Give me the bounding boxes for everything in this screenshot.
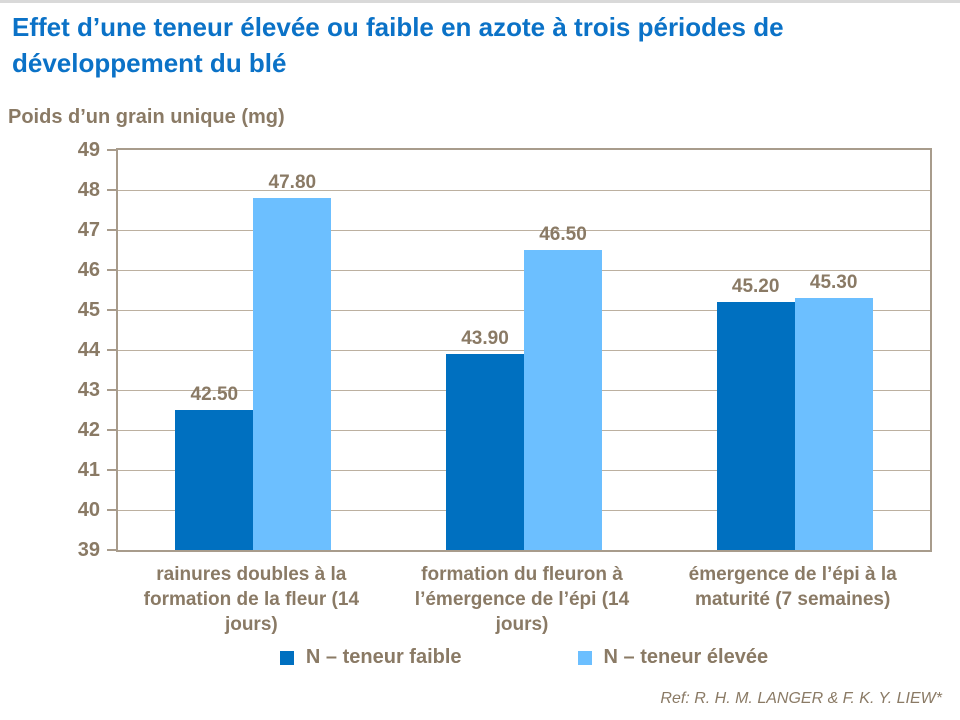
bar	[446, 354, 524, 550]
y-axis-tick	[107, 189, 116, 191]
x-category-label: formation du fleuron à l’émergence de l’…	[414, 564, 630, 636]
top-border	[0, 0, 960, 3]
y-axis-tick-label: 41	[77, 459, 100, 481]
x-category-label: émergence de l’épi à la maturité (7 sema…	[688, 564, 897, 611]
legend-label: N – teneur élevée	[603, 646, 769, 668]
y-axis-tick-label: 43	[77, 379, 100, 401]
y-axis-tick-label: 46	[77, 259, 100, 281]
y-axis-tick-label: 39	[77, 539, 100, 561]
y-axis-tick	[107, 549, 116, 551]
y-axis-tick	[107, 389, 116, 391]
y-axis-tick-label: 42	[77, 419, 100, 441]
legend-item: N – teneur élevée	[577, 646, 769, 669]
bar	[716, 302, 795, 550]
legend-swatch	[577, 650, 592, 665]
bar-value-label: 43.90	[461, 328, 509, 349]
y-axis-tick-label: 40	[77, 499, 100, 521]
bar	[524, 250, 602, 550]
y-axis-tick	[107, 469, 116, 471]
y-axis-tick-label: 45	[77, 299, 100, 321]
y-axis-tick-label: 44	[77, 339, 100, 361]
legend-swatch	[279, 650, 294, 665]
y-axis-tick-label: 48	[77, 179, 100, 201]
plot-area: 42.50 43.90 45.20 47.80 46.50 45.30	[116, 148, 932, 552]
y-axis-tick	[107, 309, 116, 311]
y-axis-title: Poids d’un grain unique (mg)	[8, 106, 285, 128]
y-axis-tick	[107, 349, 116, 351]
legend: N – teneur faible N – teneur élevée	[116, 646, 932, 669]
bar-value-label: 45.20	[731, 276, 780, 297]
y-axis-tick	[107, 149, 116, 151]
reference-text: Ref: R. H. M. LANGER & F. K. Y. LIEW*	[660, 690, 942, 707]
y-axis-tick	[107, 229, 116, 231]
y-axis-tick	[107, 429, 116, 431]
y-axis-tick	[107, 509, 116, 511]
y-axis-tick-label: 49	[77, 139, 100, 161]
gridline	[118, 230, 930, 231]
bar	[794, 298, 873, 550]
gridline	[118, 190, 930, 191]
bar-value-label: 46.50	[539, 224, 587, 245]
bar-value-label: 47.80	[268, 172, 317, 193]
y-axis-tick	[107, 269, 116, 271]
x-axis: rainures doubles à la formation de la fl…	[116, 562, 932, 642]
legend-item: N – teneur faible	[279, 646, 462, 669]
y-axis-tick-label: 47	[77, 219, 100, 241]
page-title: Effet d’une teneur élevée ou faible en a…	[12, 12, 784, 78]
bar	[253, 198, 332, 550]
legend-label: N – teneur faible	[305, 646, 462, 668]
bar	[175, 410, 254, 550]
x-category-label: rainures doubles à la formation de la fl…	[143, 564, 360, 636]
bar-value-label: 45.30	[809, 272, 858, 293]
bar-value-label: 42.50	[190, 384, 239, 405]
